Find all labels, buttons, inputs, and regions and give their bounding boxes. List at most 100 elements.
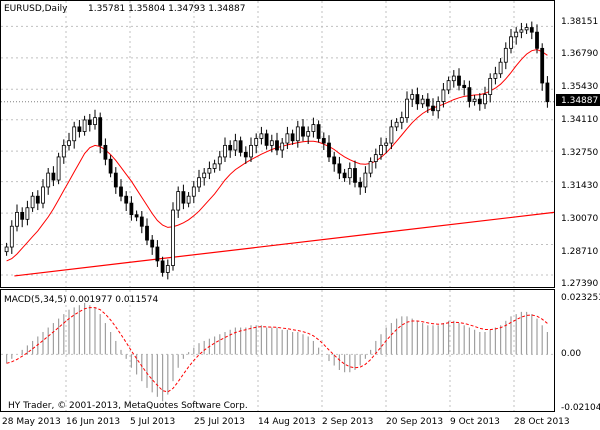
candle-body bbox=[145, 225, 149, 241]
candle-body bbox=[488, 77, 493, 95]
candle-body bbox=[46, 172, 51, 188]
candle-body bbox=[197, 177, 201, 188]
time-label: 14 Aug 2013 bbox=[258, 417, 316, 427]
price-label: 1.35430 bbox=[561, 82, 598, 92]
candle-body bbox=[4, 246, 9, 253]
candle-body bbox=[202, 172, 207, 179]
candle-body bbox=[51, 172, 56, 181]
candle-body bbox=[191, 186, 196, 197]
candle-body bbox=[171, 209, 175, 266]
candle-body bbox=[451, 75, 456, 82]
candle-body bbox=[467, 87, 472, 102]
time-label: 2 Sep 2013 bbox=[322, 417, 373, 427]
candle-body bbox=[384, 142, 389, 146]
candle-body bbox=[301, 126, 305, 137]
candle-body bbox=[15, 211, 19, 227]
candle-body bbox=[316, 124, 321, 139]
price-label: 1.36790 bbox=[561, 49, 598, 59]
candle-body bbox=[373, 154, 378, 162]
candle-body bbox=[295, 126, 300, 142]
candle-body bbox=[483, 94, 487, 105]
candle-body bbox=[540, 47, 545, 84]
candle-body bbox=[119, 186, 123, 197]
price-axis: 1.38151 1.36790 1.35430 1.34110 1.32750 … bbox=[561, 17, 598, 289]
candle-body bbox=[509, 36, 513, 49]
candle-body bbox=[254, 138, 259, 146]
candle-body bbox=[280, 142, 285, 151]
candle-body bbox=[514, 31, 519, 38]
candle-body bbox=[93, 117, 97, 125]
candle-body bbox=[363, 172, 368, 188]
candle-body bbox=[72, 126, 77, 142]
candle-body bbox=[56, 156, 61, 181]
candle-body bbox=[529, 27, 534, 33]
candle-body bbox=[425, 98, 430, 107]
candle-body bbox=[61, 144, 66, 158]
candle-body bbox=[477, 98, 482, 105]
candle-body bbox=[124, 195, 129, 204]
candle-body bbox=[524, 27, 529, 31]
candle-body bbox=[436, 101, 441, 112]
candle-body bbox=[233, 140, 238, 151]
copyright-text: HY Trader, © 2001-2013, MetaQuotes Softw… bbox=[8, 401, 248, 411]
candle-body bbox=[176, 191, 181, 211]
candle-body bbox=[129, 202, 134, 216]
current-price-text: 1.34887 bbox=[561, 96, 598, 106]
candle-body bbox=[155, 246, 160, 262]
candle-body bbox=[87, 119, 92, 125]
candle-body bbox=[35, 195, 40, 204]
candle-body bbox=[160, 260, 165, 273]
candle-body bbox=[498, 61, 503, 75]
candle-body bbox=[503, 47, 508, 63]
candle-body bbox=[405, 98, 409, 119]
macd-axis-label: 0.023253 bbox=[561, 293, 600, 303]
candle-body bbox=[342, 172, 347, 179]
candle-body bbox=[420, 98, 425, 105]
trendline-segment bbox=[14, 211, 555, 277]
candle-body bbox=[394, 121, 399, 128]
candle-body bbox=[535, 31, 539, 49]
candle-body bbox=[358, 181, 363, 188]
candle-body bbox=[217, 156, 222, 165]
candle-body bbox=[285, 133, 290, 144]
macd-label: MACD(5,34,5) 0.001977 0.011574 bbox=[4, 295, 159, 305]
candle-body bbox=[399, 117, 404, 123]
price-label: 1.28710 bbox=[561, 247, 598, 257]
candle-body bbox=[223, 144, 227, 158]
candle-body bbox=[113, 172, 118, 188]
time-label: 28 Oct 2013 bbox=[514, 417, 570, 427]
candle-body bbox=[321, 138, 326, 144]
time-label: 9 Oct 2013 bbox=[450, 417, 500, 427]
macd-axis-label: 0.00 bbox=[561, 349, 581, 359]
candle-body bbox=[228, 144, 233, 151]
ohlc-readout: 1.35781 1.35804 1.34793 1.34887 bbox=[88, 4, 245, 14]
candle-body bbox=[103, 144, 108, 160]
symbol-label: EURUSD,Daily bbox=[4, 4, 68, 14]
time-axis: 28 May 2013 16 Jun 2013 5 Jul 2013 25 Ju… bbox=[2, 417, 570, 427]
candle-body bbox=[441, 89, 446, 102]
time-label: 5 Jul 2013 bbox=[130, 417, 175, 427]
time-label: 20 Sep 2013 bbox=[386, 417, 443, 427]
candlestick-series[interactable] bbox=[4, 21, 550, 280]
trendline[interactable] bbox=[14, 211, 555, 277]
price-label: 1.30070 bbox=[561, 214, 598, 224]
time-label: 16 Jun 2013 bbox=[66, 417, 120, 427]
candle-body bbox=[20, 211, 25, 220]
candle-body bbox=[347, 168, 352, 179]
candle-body bbox=[134, 214, 139, 218]
price-label: 1.31430 bbox=[561, 181, 598, 191]
candle-body bbox=[165, 265, 170, 273]
candle-body bbox=[275, 140, 279, 151]
candle-body bbox=[108, 158, 113, 174]
candle-body bbox=[259, 133, 264, 139]
candle-body bbox=[457, 75, 461, 86]
candle-body bbox=[9, 225, 14, 248]
candle-body bbox=[332, 156, 337, 165]
candle-body bbox=[82, 119, 87, 132]
price-label: 1.38151 bbox=[561, 17, 598, 27]
time-label: 28 May 2013 bbox=[2, 417, 61, 427]
candle-body bbox=[337, 163, 342, 174]
candle-body bbox=[545, 82, 550, 103]
candle-body bbox=[186, 195, 191, 204]
